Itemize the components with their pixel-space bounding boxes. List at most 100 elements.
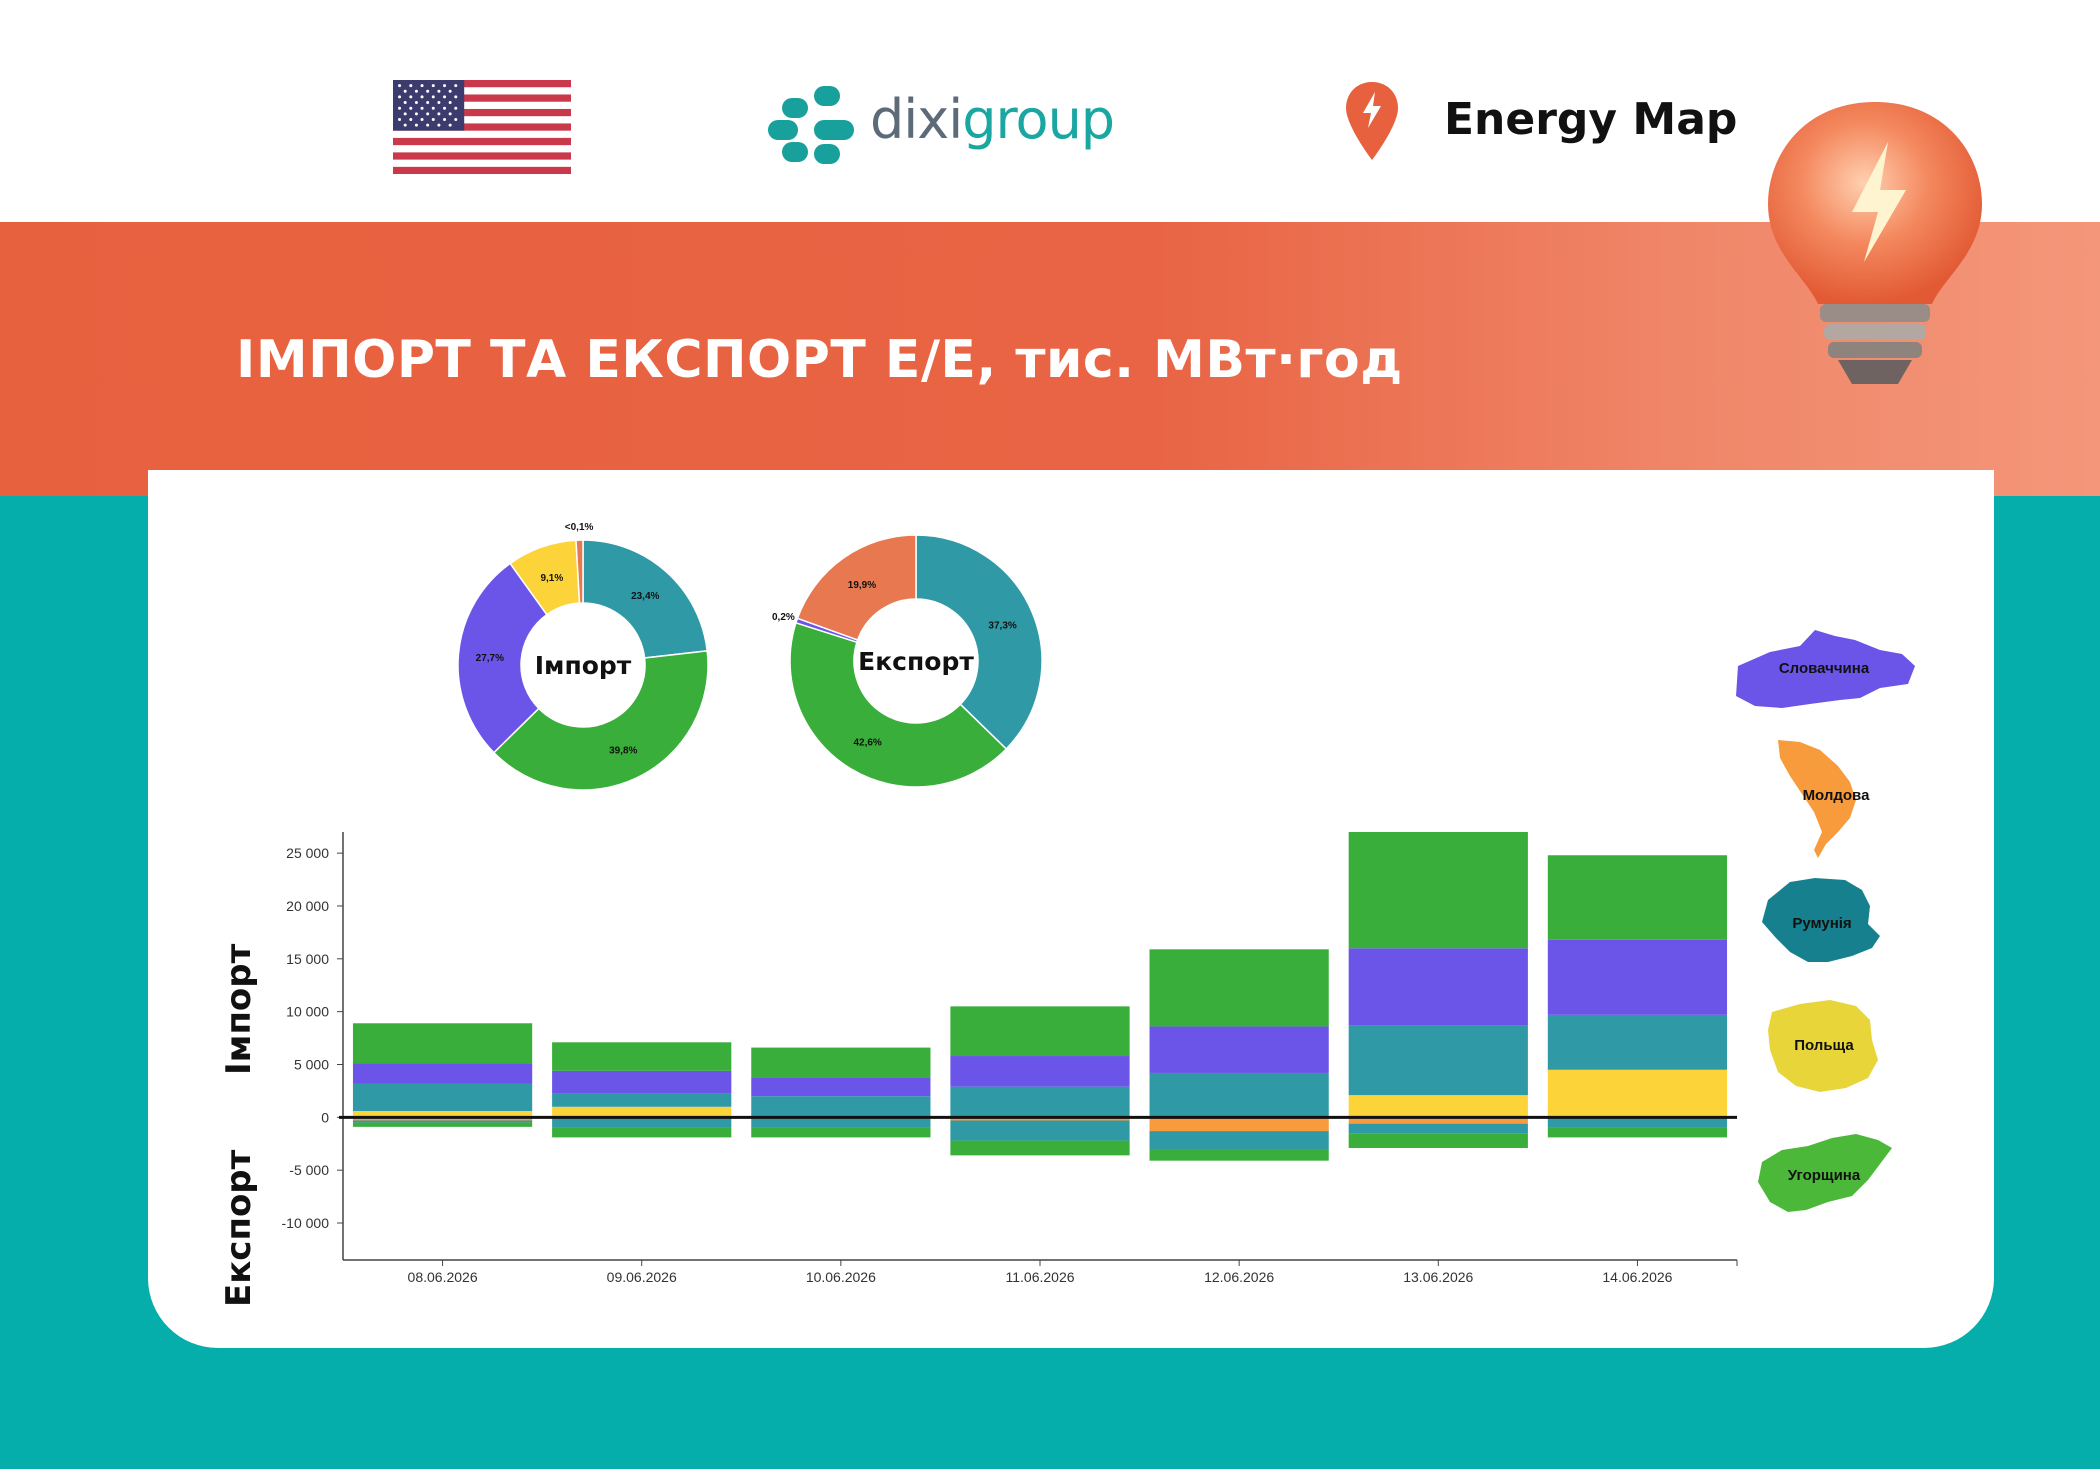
bar-segment-import (552, 1093, 732, 1107)
bar-segment-export (352, 1120, 533, 1123)
donut-slice-label: 27,7% (476, 653, 504, 664)
donut-slice-label: 37,3% (988, 620, 1016, 631)
y-tick-label: 5 000 (294, 1056, 329, 1072)
bar-segment-export (352, 1122, 533, 1127)
y-axis-label-export: Експорт (219, 1149, 259, 1307)
x-tick-label: 08.06.2026 (408, 1269, 478, 1285)
bar-segment-import (1348, 832, 1528, 949)
donut-slice (915, 534, 1043, 751)
energy-map-pin-icon (1346, 82, 1398, 160)
donut-slice (492, 649, 709, 791)
y-axis-label-import: Імпорт (219, 943, 259, 1075)
bar-segment-import (1348, 1025, 1528, 1096)
bar-segment-import (1149, 949, 1329, 1027)
donut-slice (575, 539, 584, 604)
hungary-map-icon (1758, 1134, 1892, 1212)
x-tick-label: 10.06.2026 (806, 1269, 876, 1285)
donut-slice (582, 539, 709, 659)
legend-romania: Румунія (1762, 878, 1880, 962)
bar-segment-export (352, 1117, 533, 1121)
bar-segment-import (552, 1042, 732, 1071)
bar-segment-import (1547, 939, 1728, 1015)
donut-slice (457, 562, 548, 754)
y-tick-label: -10 000 (282, 1215, 330, 1231)
bar-segment-export (751, 1117, 931, 1128)
bar-segment-import (1547, 1014, 1728, 1070)
svg-text:Польща: Польща (1794, 1037, 1854, 1054)
x-tick-label: 12.06.2026 (1204, 1269, 1274, 1285)
bar-segment-import (950, 1086, 1130, 1118)
bar-segment-import (1348, 948, 1528, 1026)
us-flag-icon (393, 80, 571, 174)
x-tick-label: 14.06.2026 (1602, 1269, 1672, 1285)
title-banner (0, 222, 2100, 496)
energy-map-logo-text: Energy Map (1444, 94, 1738, 145)
bar-segment-import (1547, 1069, 1728, 1118)
bar-segment-import (1547, 855, 1728, 940)
legend-slovakia: Словаччина (1736, 630, 1915, 708)
dixigroup-logo-icon (768, 86, 854, 164)
donut-slice-label: 39,8% (609, 745, 637, 756)
header-white-area (0, 0, 2100, 222)
bar-segment-export (1149, 1131, 1329, 1150)
legend-poland: Польща (1768, 1000, 1878, 1092)
donut-slice-label: 42,6% (853, 738, 881, 749)
bar-segment-export (950, 1140, 1130, 1156)
x-tick-label: 13.06.2026 (1403, 1269, 1473, 1285)
svg-text:Румунія: Румунія (1792, 915, 1851, 932)
slovakia-map-icon (1736, 630, 1915, 708)
donut-slice-label: 0,2% (772, 612, 795, 623)
donut-center-title: Імпорт (535, 651, 632, 680)
y-tick-label: 15 000 (286, 951, 329, 967)
bar-segment-export (552, 1117, 732, 1128)
bar-segment-export (1348, 1133, 1528, 1148)
donut-slice (796, 534, 917, 641)
bar-segment-import (352, 1063, 533, 1084)
bar-segment-export (751, 1127, 931, 1138)
donut-slice-label: 9,1% (540, 573, 563, 584)
bar-segment-import (552, 1106, 732, 1118)
bar-segment-import (1149, 1072, 1329, 1118)
donut-center-title: Експорт (858, 647, 974, 676)
y-tick-label: 20 000 (286, 898, 329, 914)
bar-segment-export (1348, 1117, 1528, 1124)
export-donut-chart: 37,3% 42,6% 0,2% 19,9% Експорт (772, 534, 1043, 788)
donut-slice-label: 19,9% (848, 580, 876, 591)
bar-segment-export (1149, 1149, 1329, 1161)
bar-segment-import (352, 1023, 533, 1064)
stacked-bar-chart: 25 000 20 000 15 000 10 000 5 000 0 -5 000 -10 … (282, 832, 1738, 1285)
bar-segment-import (950, 1006, 1130, 1057)
import-donut-chart: 23,4% 39,8% 27,7% 9,1% <0,1% Імпорт (457, 522, 709, 791)
romania-map-icon (1762, 878, 1880, 962)
bar-segment-export (1149, 1117, 1329, 1132)
y-tick-label: -5 000 (289, 1162, 329, 1178)
bar-segment-export (1547, 1127, 1728, 1138)
bar-segment-export (1547, 1117, 1728, 1128)
donut-slice (789, 621, 1008, 788)
bar-segment-import (751, 1096, 931, 1118)
legend-hungary: Угорщина (1758, 1134, 1892, 1212)
bar-segment-import (950, 1056, 1130, 1087)
bar-segment-export (950, 1117, 1130, 1121)
bar-segment-import (352, 1083, 533, 1111)
bar-segment-export (1348, 1123, 1528, 1134)
bar-segment-import (1348, 1095, 1528, 1118)
bar-segment-import (552, 1070, 732, 1094)
y-tick-label: 25 000 (286, 845, 329, 861)
bar-segment-import (1149, 1026, 1329, 1073)
dixigroup-logo-text: dixigroup (870, 88, 1115, 151)
bar-segment-import (751, 1047, 931, 1078)
svg-text:Угорщина: Угорщина (1788, 1167, 1861, 1184)
svg-text:Словаччина: Словаччина (1779, 660, 1870, 677)
page-title: ІМПОРТ ТА ЕКСПОРТ Е/Е, тис. МВт·год (236, 330, 1403, 390)
bar-segment-export (552, 1127, 732, 1138)
legend-moldova: Молдова (1778, 740, 1870, 858)
moldova-map-icon (1778, 740, 1856, 858)
x-tick-label: 09.06.2026 (607, 1269, 677, 1285)
y-tick-label: 10 000 (286, 1004, 329, 1020)
donut-slice-label: <0,1% (565, 522, 594, 533)
poland-map-icon (1768, 1000, 1878, 1092)
bar-segment-import (751, 1077, 931, 1097)
y-tick-label: 0 (321, 1109, 329, 1125)
